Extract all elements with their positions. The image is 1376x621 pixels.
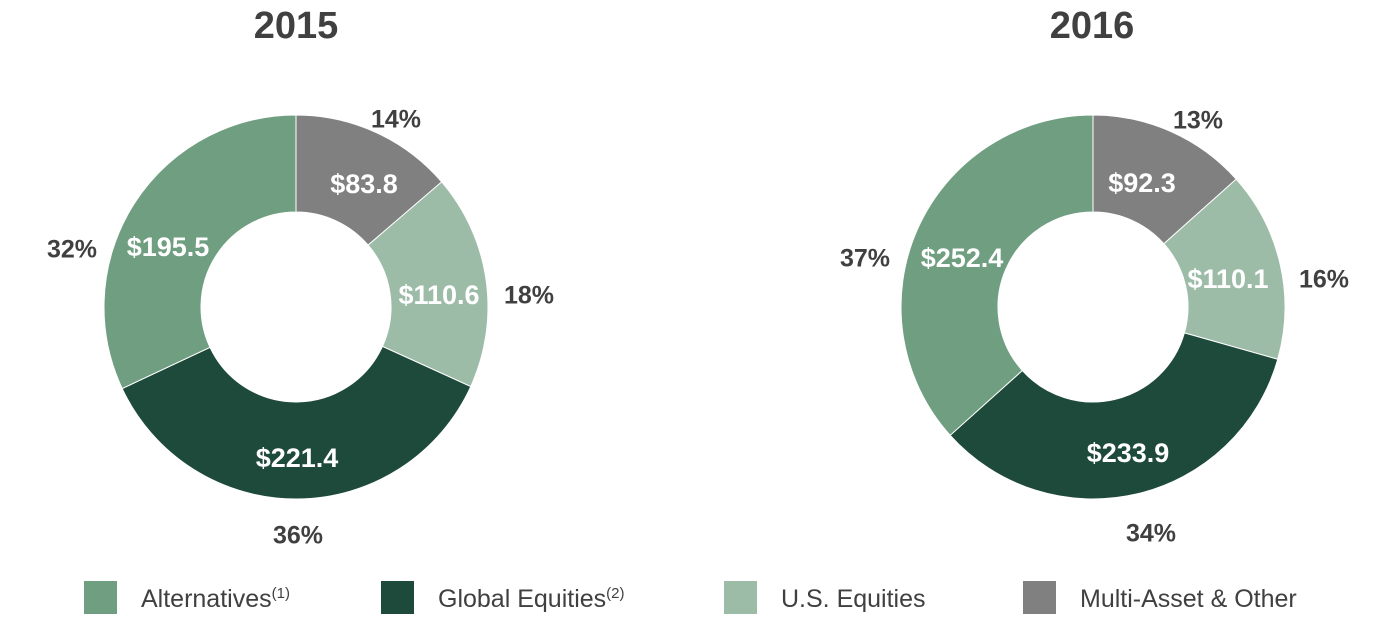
- value-label-2015-global-equities: $221.4: [256, 443, 339, 473]
- value-label-2016-us-equities: $110.1: [1187, 264, 1268, 294]
- percent-label-2015-us-equities: 18%: [504, 282, 554, 310]
- donut-2015: $83.8 $110.6 $221.4 $195.5 14% 18% 36% 32%: [47, 106, 554, 550]
- value-label-2015-us-equities: $110.6: [398, 280, 479, 310]
- chart-title-2015: 2015: [254, 5, 339, 47]
- slice-2015-alternatives: [103, 114, 297, 390]
- percent-label-2016-global-equities: 34%: [1126, 520, 1176, 548]
- legend: Alternatives(1) Global Equities(2) U.S. Eq…: [84, 581, 1297, 614]
- slice-2016-us-equities: [1163, 178, 1286, 360]
- slice-2015-global-equities: [121, 345, 472, 500]
- legend-label-multi-asset: Multi-Asset & Other: [1080, 585, 1297, 613]
- legend-label-us-equities: U.S. Equities: [781, 585, 926, 613]
- slice-2015-us-equities: [367, 181, 489, 388]
- slice-2016-multi-asset: [1092, 114, 1237, 245]
- value-label-2016-alternatives: $252.4: [921, 243, 1004, 273]
- percent-label-2015-global-equities: 36%: [273, 522, 323, 550]
- legend-swatch-us-equities: [724, 581, 757, 614]
- chart-title-2016: 2016: [1050, 5, 1135, 47]
- value-label-2016-multi-asset: $92.3: [1108, 168, 1176, 198]
- value-label-2015-alternatives: $195.5: [127, 232, 210, 262]
- percent-label-2016-alternatives: 37%: [840, 245, 890, 273]
- donut-2016: $92.3 $110.1 $233.9 $252.4 13% 16% 34% 37%: [840, 107, 1349, 548]
- percent-label-2015-multi-asset: 14%: [371, 106, 421, 134]
- legend-swatch-global-equities: [381, 581, 414, 614]
- legend-label-alternatives: Alternatives(1): [141, 585, 290, 613]
- legend-swatch-multi-asset: [1023, 581, 1056, 614]
- slice-2016-alternatives: [900, 114, 1094, 437]
- percent-label-2015-alternatives: 32%: [47, 236, 97, 264]
- slice-2016-global-equities: [949, 332, 1279, 500]
- legend-label-global-equities: Global Equities(2): [438, 585, 625, 613]
- percent-label-2016-multi-asset: 13%: [1173, 107, 1223, 135]
- value-label-2016-global-equities: $233.9: [1087, 438, 1170, 468]
- legend-swatch-alternatives: [84, 581, 117, 614]
- value-label-2015-multi-asset: $83.8: [330, 169, 398, 199]
- percent-label-2016-us-equities: 16%: [1299, 266, 1349, 294]
